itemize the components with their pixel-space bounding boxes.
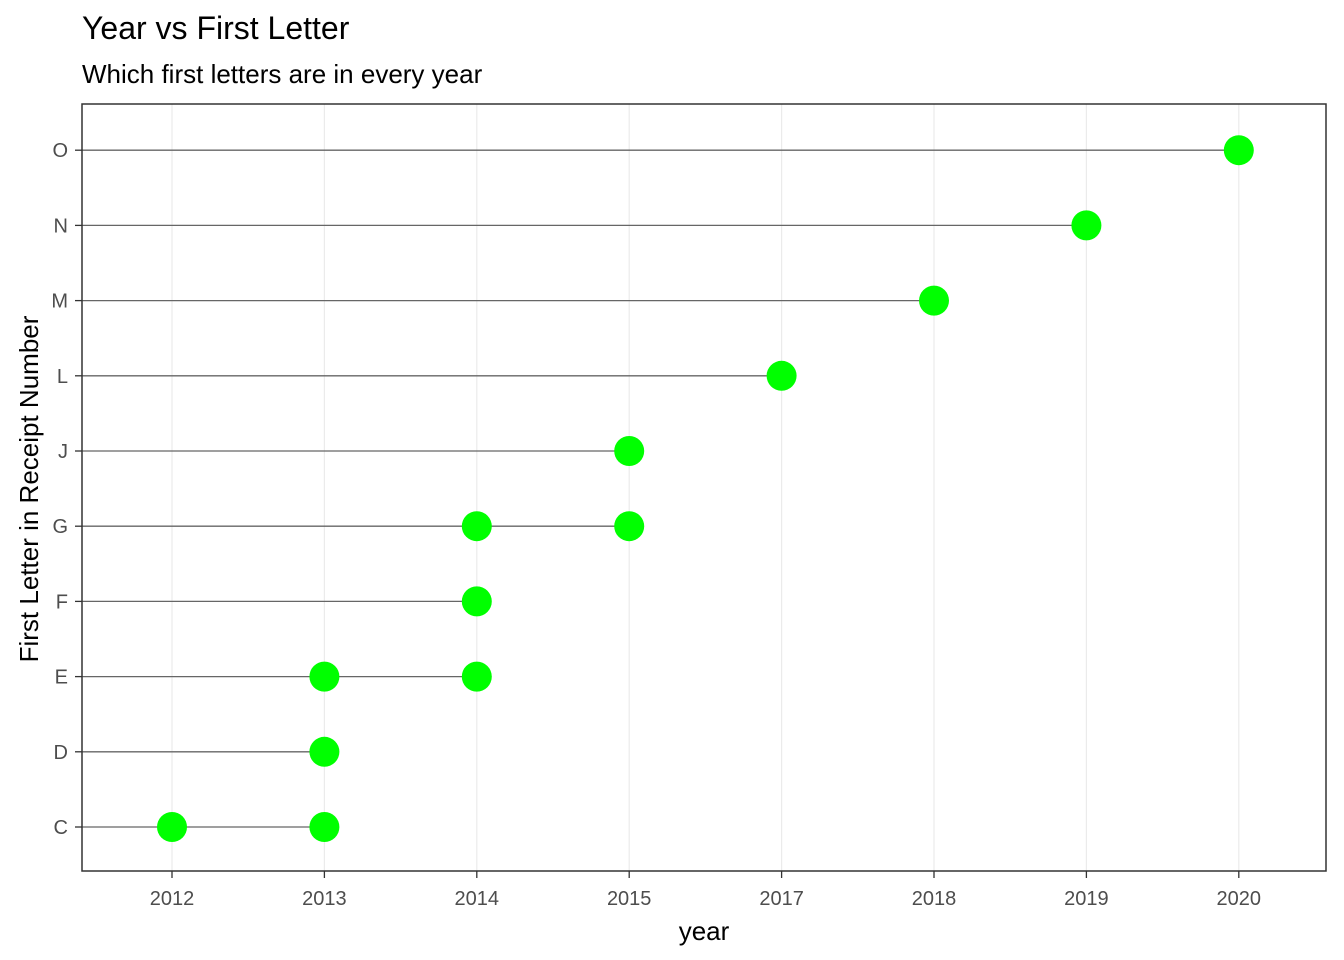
x-axis-title: year — [679, 916, 730, 946]
y-tick-label: M — [51, 291, 68, 313]
x-tick-label: 2015 — [607, 888, 652, 910]
y-tick-label: L — [57, 366, 68, 388]
data-point — [309, 736, 340, 767]
x-tick-label: 2013 — [302, 888, 347, 910]
data-point — [766, 360, 797, 391]
y-tick-label: F — [56, 591, 68, 613]
points — [157, 135, 1254, 842]
y-tick-label: D — [54, 742, 68, 764]
y-axis-title: First Letter in Receipt Number — [14, 315, 44, 662]
gridlines — [171, 104, 1240, 871]
data-point — [919, 285, 949, 316]
x-tick-label: 2012 — [150, 888, 195, 910]
y-tick-label: G — [52, 516, 68, 538]
data-point — [309, 661, 340, 692]
data-point — [1223, 135, 1254, 166]
data-point — [1071, 210, 1102, 241]
chart-subtitle: Which first letters are in every year — [82, 59, 483, 89]
x-tick-label: 2017 — [759, 888, 804, 910]
data-point — [461, 661, 492, 692]
chart-title: Year vs First Letter — [82, 10, 350, 46]
segments — [82, 149, 1239, 828]
x-tick-label: 2018 — [912, 888, 957, 910]
y-tick-label: J — [58, 441, 68, 463]
data-point — [461, 586, 492, 617]
y-tick-label: E — [55, 667, 68, 689]
axes: 2012 2013 2014 2015 2017 2018 2019 2020 C D E F G J L M… — [51, 140, 1261, 910]
x-tick-label: 2014 — [455, 888, 500, 910]
data-point — [309, 812, 340, 842]
data-point — [461, 511, 492, 542]
y-tick-label: N — [54, 215, 68, 237]
y-tick-label: O — [52, 140, 68, 162]
panel-border — [81, 103, 1327, 872]
y-tick-label: C — [54, 817, 68, 839]
x-tick-label: 2020 — [1217, 888, 1262, 910]
data-point — [157, 812, 187, 842]
data-point — [614, 436, 645, 466]
data-point — [614, 511, 645, 542]
x-tick-label: 2019 — [1064, 888, 1109, 910]
